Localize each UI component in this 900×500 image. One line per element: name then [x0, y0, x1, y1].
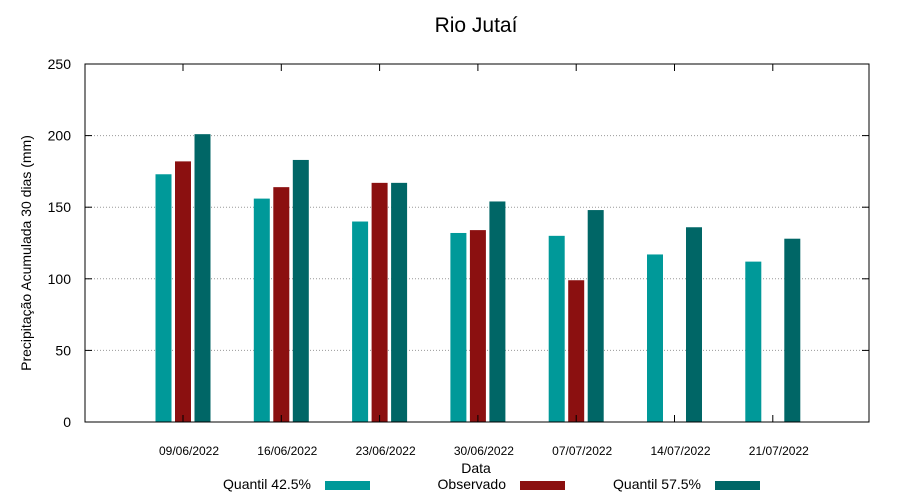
bar — [647, 254, 663, 422]
x-tick-label: 14/07/2022 — [650, 444, 710, 458]
y-tick-label: 200 — [48, 128, 72, 144]
x-tick-label: 16/06/2022 — [257, 444, 317, 458]
legend-swatch — [715, 481, 760, 490]
bar — [568, 280, 585, 422]
bar — [352, 221, 369, 422]
bar — [489, 201, 506, 422]
bar — [391, 182, 408, 422]
legend-label: Quantil 42.5% — [223, 476, 311, 492]
bars — [155, 134, 801, 422]
bar — [273, 187, 290, 422]
chart-title: Rio Jutaí — [435, 14, 518, 37]
y-tick-label: 250 — [48, 56, 72, 72]
x-tick-label: 21/07/2022 — [749, 444, 809, 458]
x-tick-label: 30/06/2022 — [454, 444, 514, 458]
bar — [175, 161, 191, 422]
legend-swatch — [520, 481, 565, 490]
bar — [253, 198, 270, 422]
bar — [548, 235, 565, 422]
bar — [587, 210, 604, 422]
legend: Quantil 42.5% Observado Quantil 57.5% — [223, 476, 760, 492]
y-axis-label: Precipitação Acumulada 30 dias (mm) — [18, 135, 34, 371]
x-tick-label: 07/07/2022 — [552, 444, 612, 458]
bar — [194, 134, 211, 422]
bar — [745, 261, 762, 422]
y-axis-ticks: 0 50 100 150 200 250 — [48, 56, 869, 430]
bar — [155, 174, 172, 422]
legend-swatch — [325, 481, 370, 490]
legend-label: Observado — [438, 476, 507, 492]
legend-label: Quantil 57.5% — [613, 476, 701, 492]
bar — [686, 227, 702, 422]
y-tick-label: 100 — [48, 271, 72, 287]
x-tick-label: 23/06/2022 — [356, 444, 416, 458]
y-tick-label: 0 — [63, 414, 71, 430]
x-axis-label: Data — [461, 460, 491, 476]
bar — [450, 232, 467, 422]
y-tick-label: 150 — [48, 199, 72, 215]
bar — [469, 230, 486, 422]
bar — [292, 159, 309, 422]
x-tick-label: 09/06/2022 — [159, 444, 219, 458]
bar — [371, 182, 388, 422]
x-axis-ticks: 09/06/2022 16/06/2022 23/06/2022 30/06/2022… — [159, 64, 809, 458]
y-tick-label: 50 — [55, 342, 71, 358]
bar — [784, 238, 801, 422]
plot-area-frame — [84, 63, 870, 423]
